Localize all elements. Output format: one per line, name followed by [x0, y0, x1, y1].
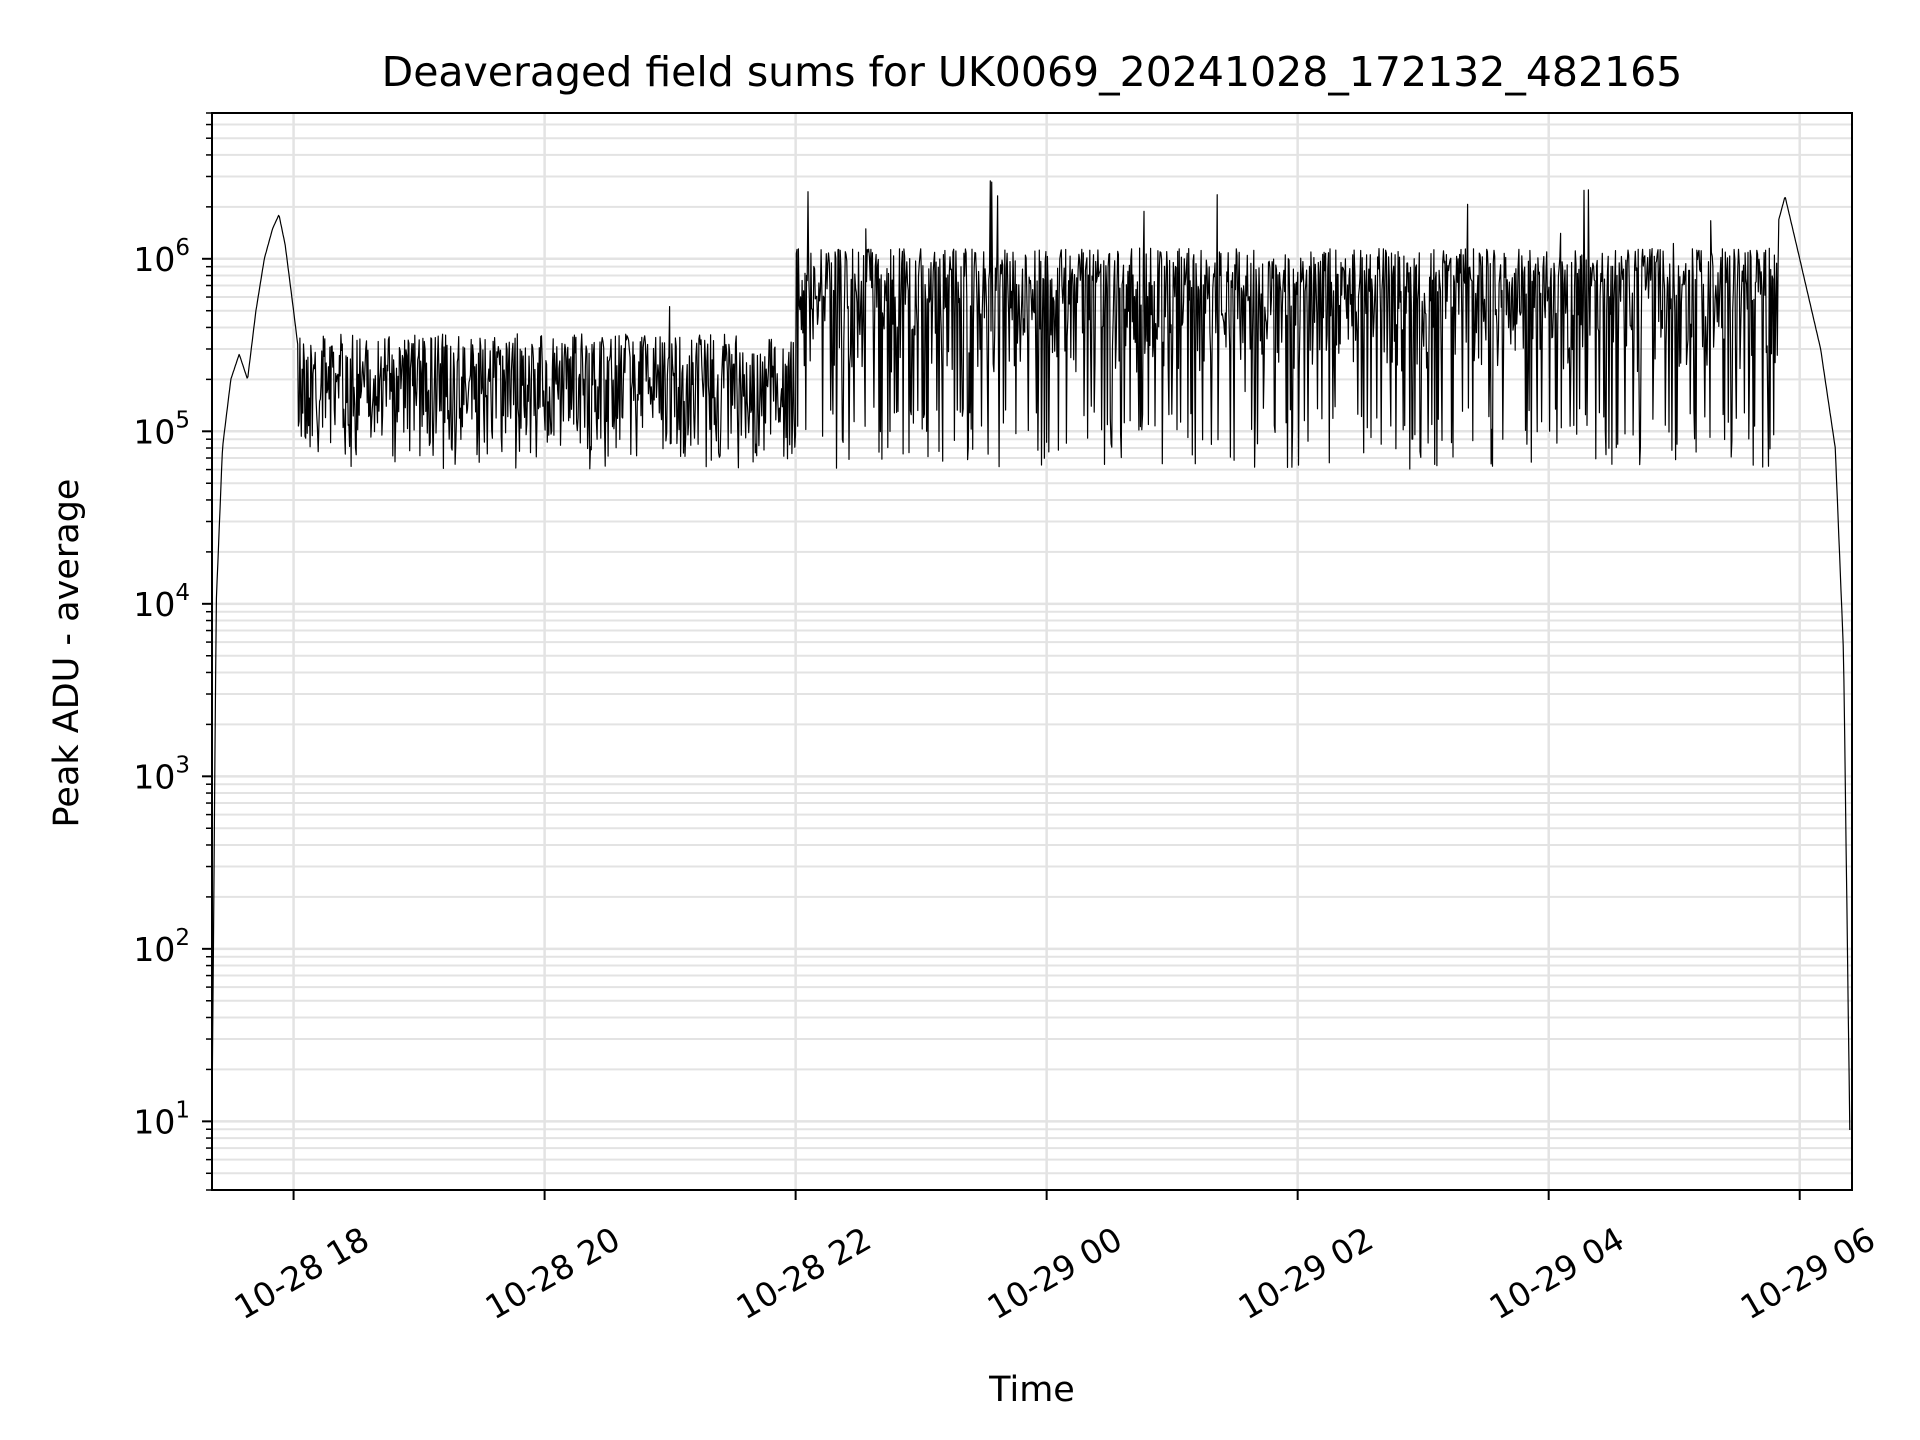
y-tick-label: 104 — [133, 580, 190, 624]
y-ticks: 101 102 103 104 105 106 — [133, 112, 212, 1191]
y-tick-label: 102 — [133, 925, 190, 969]
series-line — [211, 180, 1851, 1131]
y-tick-label: 106 — [133, 235, 190, 279]
y-tick-label: 101 — [133, 1097, 190, 1141]
series — [211, 180, 1851, 1131]
y-tick-label: 103 — [133, 752, 190, 796]
y-axis-label: Peak ADU - average — [47, 479, 87, 828]
x-axis-label: Time — [988, 1370, 1075, 1410]
chart-title: Deaveraged field sums for UK0069_2024102… — [382, 48, 1683, 96]
plot-frame — [211, 112, 1853, 1191]
y-tick-label: 105 — [133, 407, 190, 451]
